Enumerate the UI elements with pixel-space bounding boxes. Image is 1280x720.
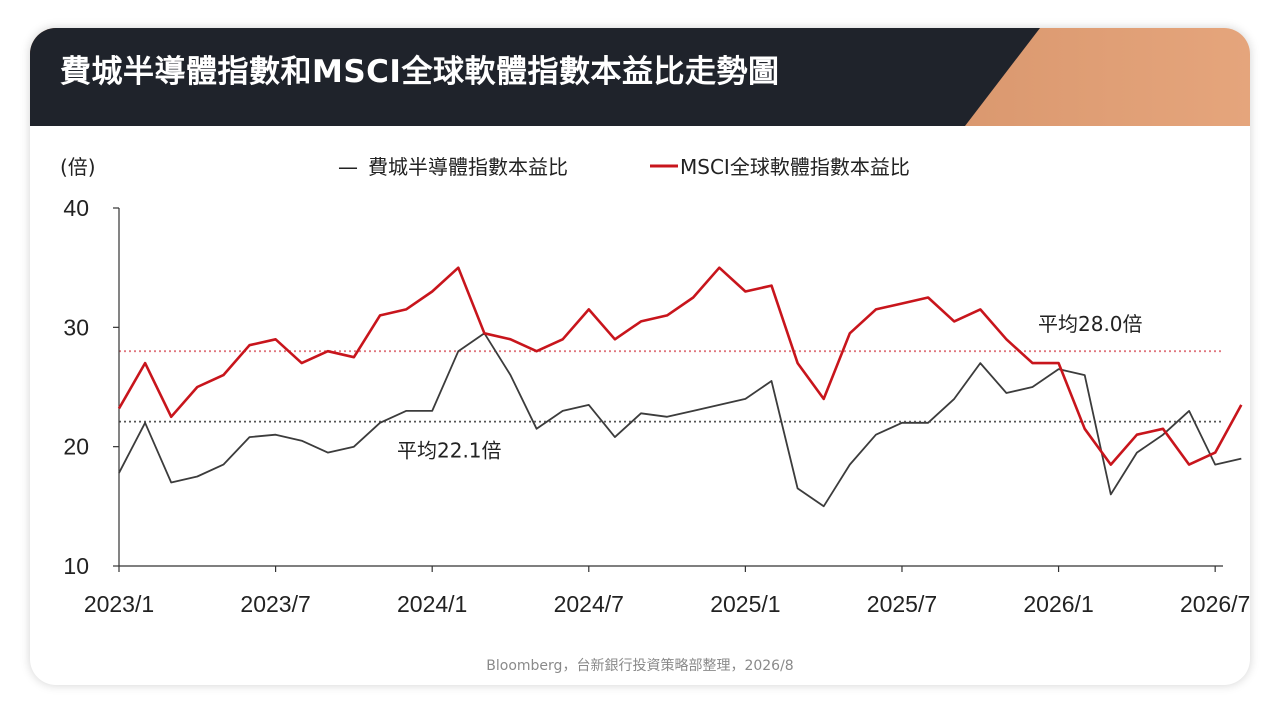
x-tick-label: 2023/7 — [240, 591, 310, 617]
source-note: Bloomberg，台新銀行投資策略部整理，2026/8 — [486, 658, 794, 674]
y-tick-label: 40 — [63, 195, 89, 221]
title-banner-dark — [30, 28, 1040, 126]
y-tick-label: 30 — [63, 314, 89, 340]
y-axis-unit: (倍) — [60, 155, 96, 179]
legend-semiconductor-name: 費城半導體指數本益比 — [368, 155, 568, 179]
title-banner-shape — [30, 28, 1250, 126]
x-tick-label: 2025/7 — [867, 591, 937, 617]
software-pe-line — [117, 266, 1243, 466]
x-tick-label: 2026/7 — [1180, 591, 1250, 617]
y-tick-label: 10 — [63, 553, 89, 579]
annotation-software-average: 平均28.0倍 — [1038, 312, 1143, 336]
line-chart: 10 20 30 40 (倍) 2023/1 2023/7 2024/1 2024/7 2025/… — [60, 155, 1250, 617]
x-tick-label: 2023/1 — [84, 591, 154, 617]
x-tick-label: 2024/1 — [397, 591, 467, 617]
chart-title: 費城半導體指數和MSCI全球軟體指數本益比走勢圖 — [60, 54, 780, 90]
x-tick-label: 2026/1 — [1023, 591, 1093, 617]
annotation-semiconductor-average: 平均22.1倍 — [397, 439, 502, 463]
title-banner: 費城半導體指數和MSCI全球軟體指數本益比走勢圖 — [30, 28, 1250, 126]
semiconductor-pe-line — [118, 332, 1242, 508]
chart-card: 費城半導體指數和MSCI全球軟體指數本益比走勢圖 10 20 30 40 (倍) 2023… — [30, 28, 1250, 685]
y-tick-label: 20 — [63, 434, 89, 460]
x-tick-label: 2024/7 — [554, 591, 624, 617]
legend-software-name: MSCI全球軟體指數本益比 — [680, 155, 910, 179]
legend-semiconductor-label: — — [338, 155, 358, 179]
x-tick-label: 2025/1 — [710, 591, 780, 617]
